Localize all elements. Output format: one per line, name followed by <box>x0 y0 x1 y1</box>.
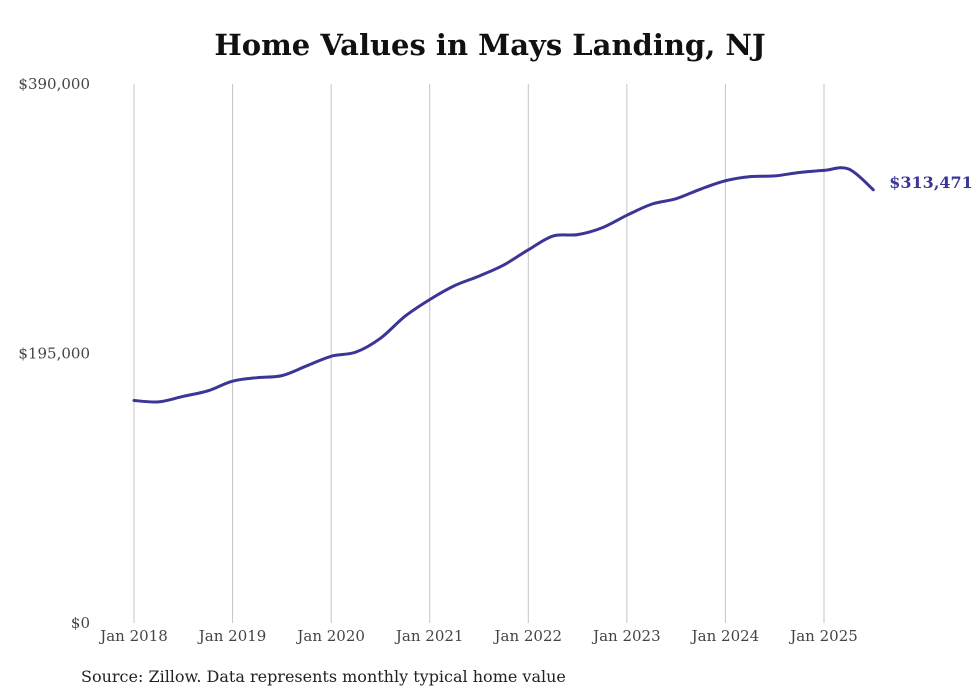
source-note: Source: Zillow. Data represents monthly … <box>81 667 566 686</box>
x-tick-label: Jan 2025 <box>788 627 858 645</box>
x-tick-label: Jan 2020 <box>295 627 365 645</box>
y-tick-label: $390,000 <box>18 75 90 93</box>
x-tick-label: Jan 2019 <box>197 627 267 645</box>
y-axis: $0 $195,000 $390,000 <box>18 75 90 632</box>
y-tick-label: $195,000 <box>18 345 90 363</box>
x-tick-label: Jan 2018 <box>98 627 168 645</box>
x-tick-label: Jan 2021 <box>394 627 464 645</box>
x-axis: Jan 2018 Jan 2019 Jan 2020 Jan 2021 Jan 2022… <box>98 627 858 645</box>
end-value-label: $313,471 <box>889 173 973 192</box>
x-tick-label: Jan 2023 <box>591 627 661 645</box>
grid-lines <box>133 84 825 623</box>
x-tick-label: Jan 2022 <box>493 627 563 645</box>
series-line <box>132 166 875 404</box>
x-tick-label: Jan 2024 <box>690 627 760 645</box>
y-tick-label: $0 <box>71 614 90 632</box>
chart-title: Home Values in Mays Landing, NJ <box>214 28 766 62</box>
